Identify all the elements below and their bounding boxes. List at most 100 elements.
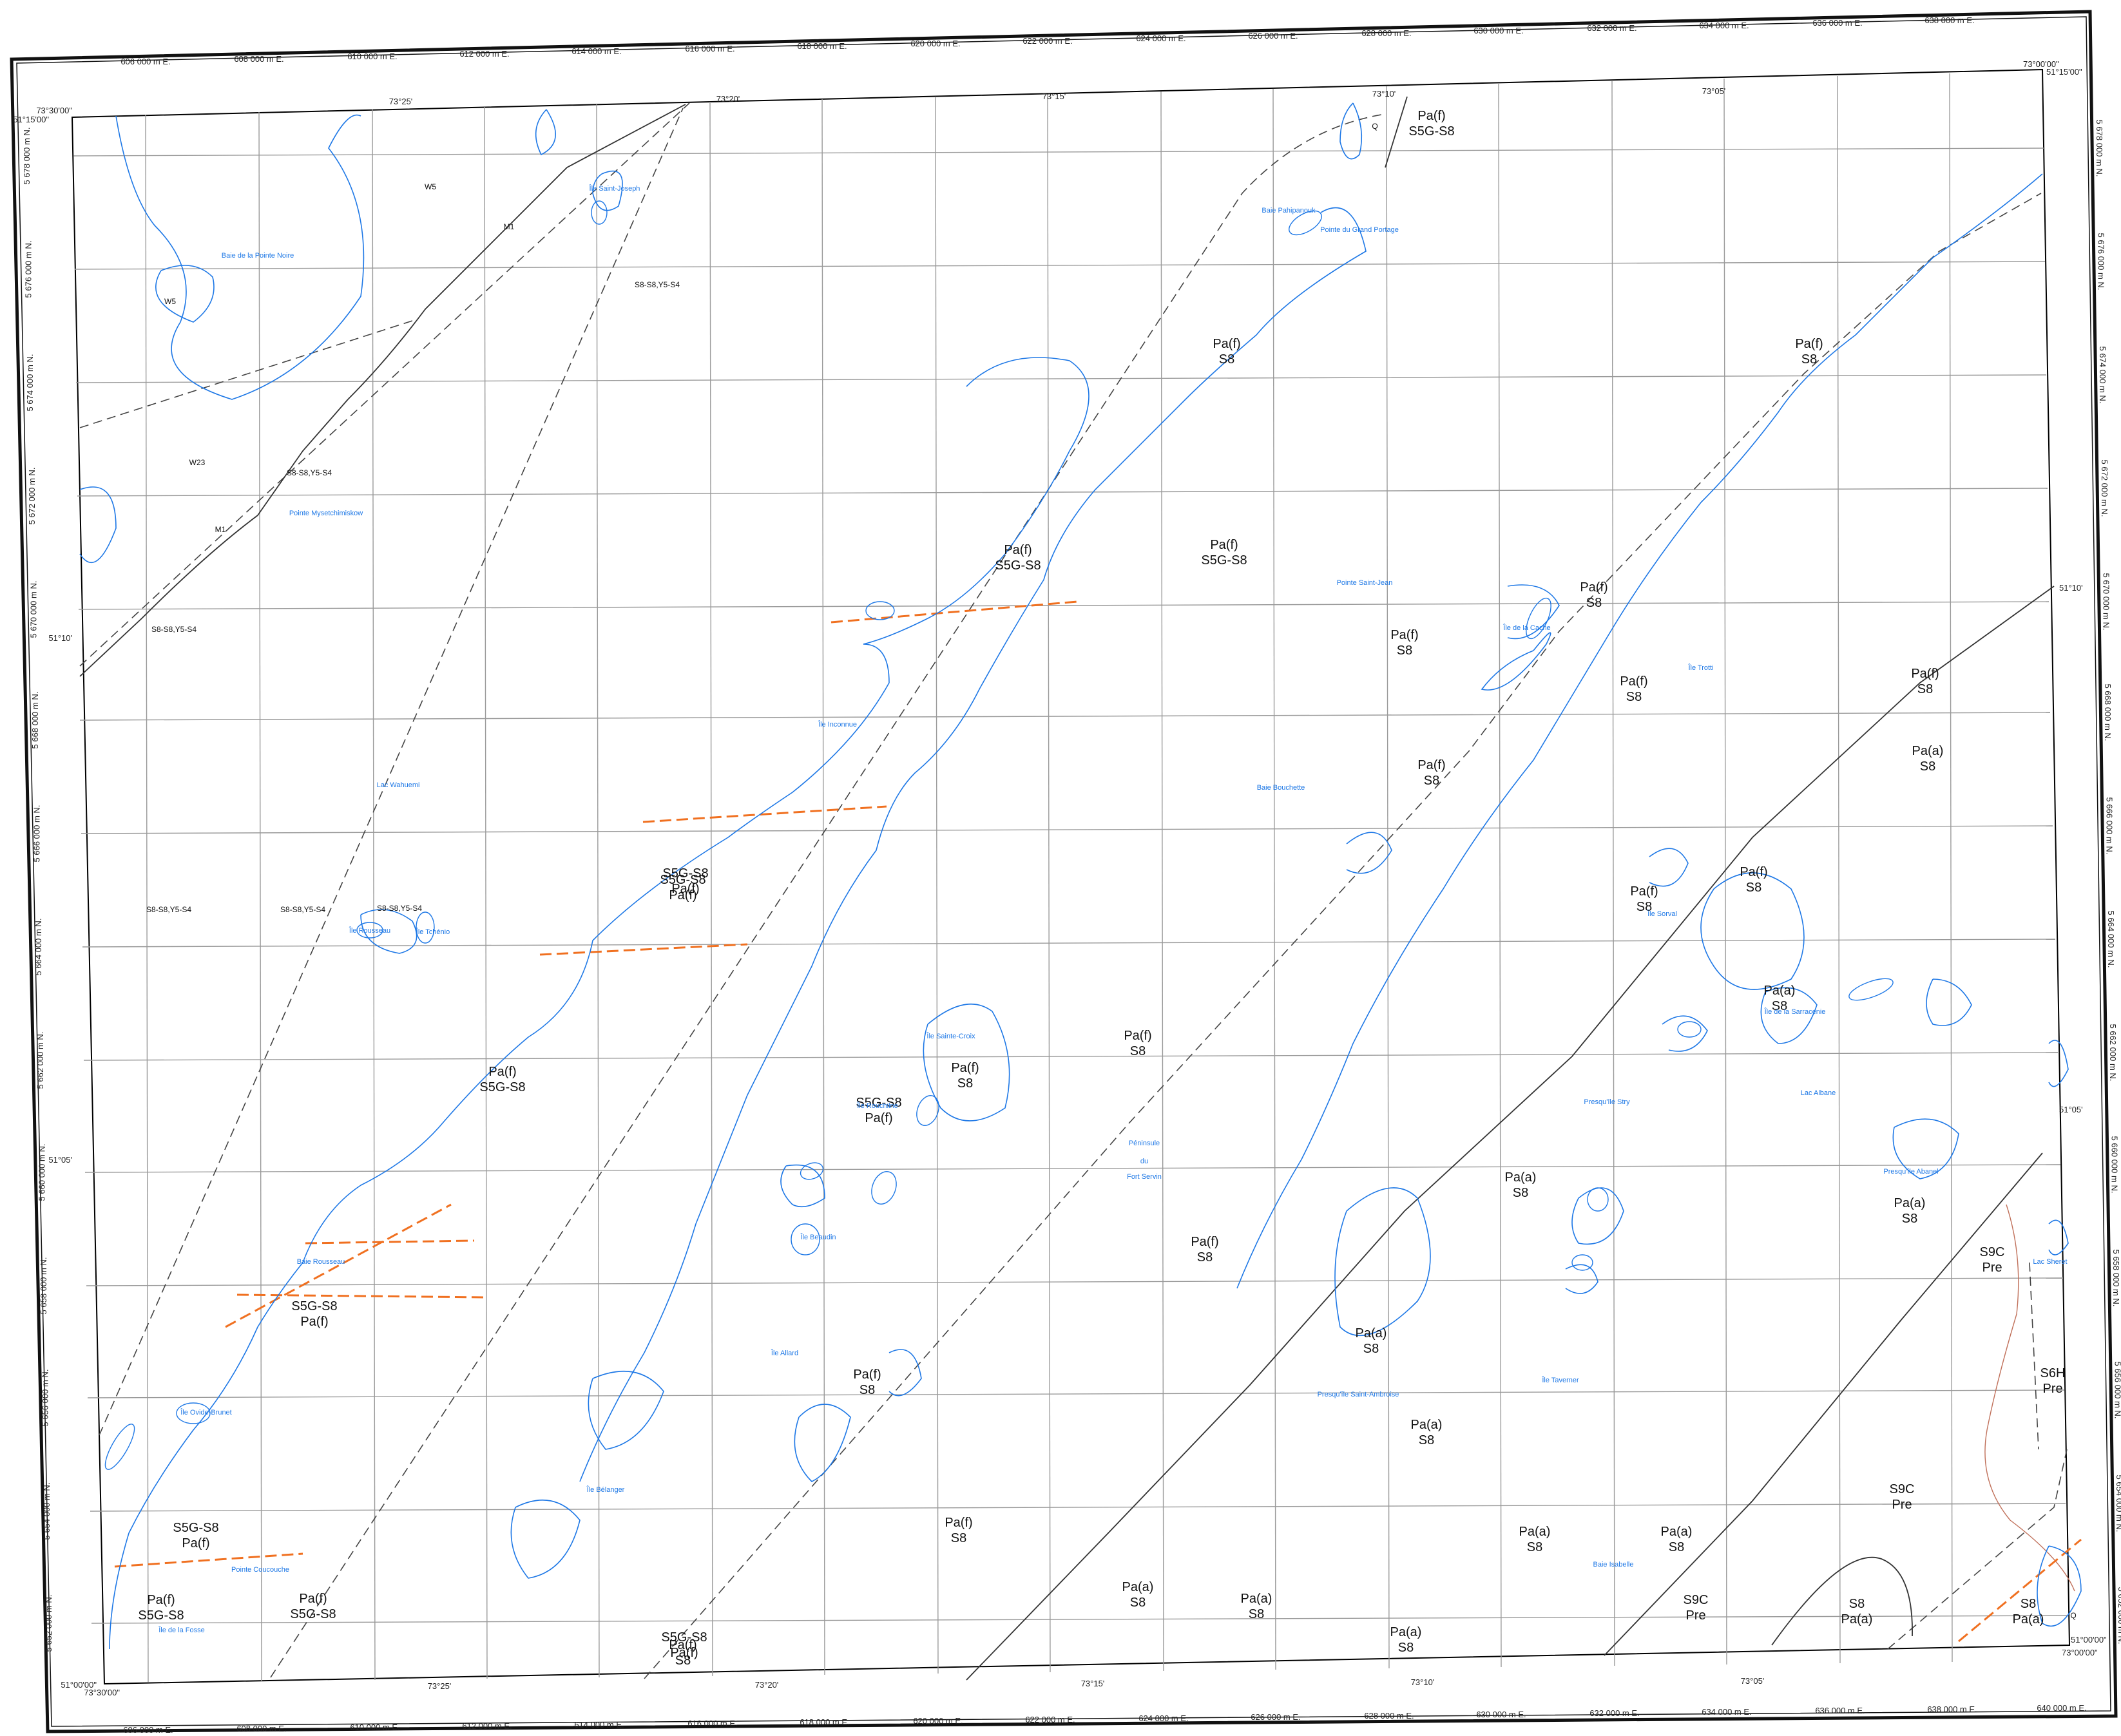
geology-unit-sublabel: Pa(f) — [670, 1646, 698, 1660]
geology-unit-label: Pa(f) — [1417, 758, 1445, 772]
geology-unit-sublabel: Pre — [1892, 1498, 1912, 1512]
geology-unit-label: Pa(f) — [951, 1061, 979, 1075]
easting-label-bottom: 634 000 m E. — [1702, 1707, 1751, 1717]
geology-unit-label: Pa(a) — [1764, 984, 1796, 998]
geology-unit-sublabel: S8 — [1424, 774, 1439, 788]
easting-label-top: 634 000 m E. — [1699, 21, 1749, 30]
small-unit-label: S8-S8,Y5-S4 — [377, 904, 422, 913]
place-name: Île Taverner — [1541, 1376, 1579, 1384]
geology-unit-sublabel: S5G-S8 — [1201, 553, 1247, 568]
geology-unit-label: Pa(a) — [1505, 1170, 1537, 1185]
geology-unit-sublabel: S8 — [957, 1076, 973, 1091]
geology-unit-sublabel: S5G-S8 — [479, 1080, 525, 1094]
corner-ne-lon: 73°00'00" — [2023, 59, 2059, 69]
geology-unit-sublabel: S8 — [1636, 900, 1652, 914]
geology-unit-sublabel: S8 — [1917, 682, 1933, 696]
longitude-label-top: 73°15' — [1042, 91, 1066, 101]
geology-unit-label: Pa(f) — [1911, 667, 1939, 681]
northing-label-left: 5 656 000 m N. — [41, 1369, 50, 1427]
easting-label-top: 622 000 m E. — [1022, 36, 1072, 46]
easting-label-bottom: 608 000 m E. — [236, 1724, 286, 1733]
geology-unit-sublabel: Pa(f) — [865, 1111, 892, 1125]
geology-unit-label: S5G-S8 — [291, 1299, 337, 1313]
grid-labels: 606 000 m E. 608 000 m E. 610 000 m E. 612 … — [13, 15, 2121, 1735]
place-name: Fort Servin — [1127, 1173, 1162, 1181]
northing-label-right: 5 676 000 m N. — [2097, 233, 2106, 291]
place-name: Île Rousseau — [349, 926, 390, 935]
geology-unit-sublabel: S8 — [1626, 690, 1642, 704]
geology-unit-label: Pa(f) — [1620, 674, 1647, 689]
northing-label-right: 5 664 000 m N. — [2106, 911, 2116, 968]
geology-unit-label: S5G-S8 — [660, 873, 705, 887]
corner-se-lon: 73°00'00" — [2062, 1648, 2098, 1657]
place-name: Lac Sheret — [2033, 1258, 2067, 1266]
geology-unit-sublabel: S5G-S8 — [995, 558, 1041, 573]
geology-unit-label: Pa(a) — [1241, 1592, 1272, 1606]
geology-unit-label: Pa(f) — [488, 1065, 516, 1079]
place-name: Île Inconnue — [818, 720, 857, 729]
geology-unit-label: Pa(f) — [1795, 337, 1823, 351]
easting-label-bottom: 630 000 m E. — [1476, 1710, 1526, 1719]
geology-unit-sublabel: S8 — [1902, 1212, 1917, 1226]
geology-unit-label: S5G-S8 — [662, 866, 708, 881]
geology-unit-sublabel: S8 — [1398, 1641, 1414, 1655]
northing-label-right: 5 668 000 m N. — [2103, 684, 2113, 741]
geology-unit-sublabel: Pa(f) — [669, 888, 696, 902]
geology-unit-label: Pa(a) — [1411, 1418, 1443, 1432]
longitude-label-top: 73°20' — [716, 94, 740, 104]
northing-label-right: 5 672 000 m N. — [2100, 460, 2109, 517]
easting-label-bottom: 638 000 m E. — [1927, 1704, 1977, 1714]
small-unit-label: M1 — [215, 525, 226, 534]
place-name: Île Sorval — [1647, 910, 1677, 918]
geology-unit-sublabel: S8 — [859, 1383, 875, 1397]
geology-unit-sublabel: S8 — [675, 1654, 691, 1668]
place-name: Baie Isabelle — [1593, 1561, 1634, 1569]
northing-label-left: 5 670 000 m N. — [28, 581, 38, 638]
place-name: Pointe Coucouche — [231, 1566, 289, 1574]
northing-label-right: 5 654 000 m N. — [2115, 1475, 2121, 1532]
northing-label-right: 5 666 000 m N. — [2105, 797, 2115, 855]
small-unit-label: S8-S8,Y5-S4 — [280, 905, 325, 914]
geology-unit-sublabel: S8 — [1669, 1540, 1684, 1554]
place-name: du — [1140, 1158, 1148, 1165]
geology-unit-label: Pa(f) — [1191, 1235, 1218, 1249]
geology-unit-label: Pa(f) — [147, 1593, 175, 1607]
place-name: Île Beaudin — [800, 1233, 836, 1241]
easting-label-bottom: 632 000 m E. — [1589, 1708, 1639, 1718]
dikes — [114, 600, 2082, 1643]
geology-unit-label: S9C — [1890, 1482, 1915, 1496]
longitude-label-bottom: 73°05' — [1741, 1676, 1765, 1686]
northing-label-left: 5 654 000 m N. — [42, 1483, 52, 1540]
place-name: Lac Wahuemi — [377, 781, 420, 789]
shorelines — [79, 102, 2082, 1650]
map-labels: Pa(f)S5G-S8Pa(f)S5G-S8Pa(f)S8Pa(f)S8Pa(f… — [138, 109, 2076, 1668]
northing-label-right: 5 660 000 m N. — [2109, 1136, 2119, 1194]
small-unit-label: Q — [1372, 122, 1377, 131]
easting-label-top: 630 000 m E. — [1473, 26, 1523, 35]
place-name: Presqu'île Abanel — [1883, 1168, 1938, 1176]
northing-label-left: 5 678 000 m N. — [22, 128, 32, 185]
geology-unit-label: S6H — [2040, 1366, 2066, 1380]
geology-unit-label: Pa(a) — [1894, 1196, 1926, 1210]
geology-unit-label: Pa(a) — [1661, 1525, 1693, 1539]
geology-unit-label: Pa(f) — [1213, 337, 1240, 351]
place-name: Baie Bouchette — [1257, 784, 1305, 792]
small-unit-label: S8-S8,Y5-S4 — [151, 625, 197, 634]
geology-unit-sublabel: Pa(a) — [2013, 1612, 2044, 1626]
geology-unit-sublabel: S5G-S8 — [1408, 124, 1454, 138]
place-name: Île Allard — [771, 1349, 798, 1357]
corner-sw-lon: 73°30'00" — [84, 1688, 120, 1697]
easting-label-top: 614 000 m E. — [571, 46, 621, 56]
place-name: Île de la Cache — [1502, 624, 1550, 632]
geology-unit-sublabel: S8 — [1130, 1044, 1146, 1058]
geology-unit-label: S5G-S8 — [661, 1630, 707, 1645]
small-unit-label: M1 — [504, 222, 515, 231]
geology-unit-sublabel: S8 — [1249, 1607, 1264, 1621]
map-neatline — [71, 68, 2071, 1685]
geology-unit-sublabel: S8 — [1363, 1342, 1379, 1356]
easting-label-top: 606 000 m E. — [120, 57, 170, 66]
place-name: Île Sainte-Croix — [926, 1032, 975, 1040]
place-name: Pointe du Grand Portage — [1320, 226, 1399, 234]
corner-nw-lat: 51°15'00" — [13, 115, 49, 124]
easting-label-bottom: 610 000 m E. — [350, 1722, 399, 1732]
